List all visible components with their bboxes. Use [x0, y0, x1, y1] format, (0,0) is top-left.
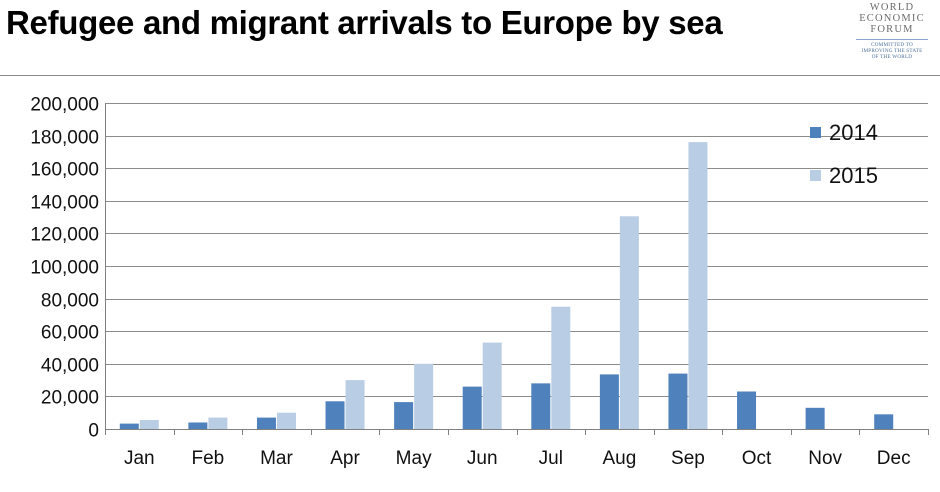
- legend-swatch-2015: [810, 170, 821, 181]
- bar-2015-jun: [482, 342, 502, 429]
- logo-line-2: ECONOMIC: [859, 13, 925, 24]
- bar-2014-sep: [668, 373, 688, 429]
- header-divider: [0, 75, 940, 76]
- bar-2015-feb: [208, 417, 228, 429]
- bar-2014-jan: [119, 423, 139, 429]
- x-tick-label: Dec: [877, 448, 911, 469]
- legend-label-2014: 2014: [829, 120, 878, 145]
- x-tick-label: Sep: [671, 448, 705, 469]
- bar-2015-may: [414, 363, 434, 429]
- bar-2014-aug: [599, 374, 619, 429]
- logo-line-3: FORUM: [870, 24, 914, 35]
- bar-2014-jul: [531, 383, 551, 429]
- logo-tagline-3: OF THE WORLD: [871, 54, 913, 60]
- y-tick-label: 60,000: [41, 323, 99, 344]
- bar-2015-apr: [345, 380, 365, 429]
- y-tick-label: 120,000: [30, 225, 99, 246]
- bar-2014-apr: [325, 401, 345, 429]
- y-tick-label: 20,000: [41, 388, 99, 409]
- page-title: Refugee and migrant arrivals to Europe b…: [6, 4, 723, 41]
- bar-2014-oct: [737, 391, 757, 429]
- y-tick-label: 0: [88, 421, 99, 442]
- bar-2015-aug: [619, 216, 639, 429]
- logo-divider: [856, 39, 928, 40]
- legend-swatch-2014: [810, 127, 821, 138]
- bar-2014-mar: [256, 417, 276, 429]
- logo-tagline-1: COMMITTED TO: [871, 42, 913, 48]
- y-tick-label: 160,000: [30, 160, 99, 181]
- x-tick-label: Apr: [330, 448, 360, 469]
- x-tick-label: Jul: [539, 448, 563, 469]
- bar-2015-jul: [551, 306, 571, 429]
- logo-tagline-2: IMPROVING THE STATE: [861, 48, 923, 54]
- logo-line-1: WORLD: [869, 2, 915, 13]
- y-tick-label: 80,000: [41, 291, 99, 312]
- y-tick-label: 40,000: [41, 356, 99, 377]
- x-tick-label: Nov: [808, 448, 842, 469]
- wef-logo: WORLD ECONOMIC FORUM COMMITTED TO IMPROV…: [848, 2, 936, 72]
- y-tick-label: 140,000: [30, 193, 99, 214]
- y-tick-label: 180,000: [30, 128, 99, 149]
- bar-2015-mar: [276, 412, 296, 429]
- x-tick-label: Aug: [602, 448, 636, 469]
- y-tick-label: 100,000: [30, 258, 99, 279]
- y-tick-label: 200,000: [30, 95, 99, 116]
- bar-2014-may: [394, 402, 414, 429]
- bar-2014-feb: [188, 422, 208, 429]
- x-tick-label: Jun: [467, 448, 498, 469]
- bar-2015-jan: [139, 420, 159, 429]
- x-tick-label: Feb: [192, 448, 225, 469]
- x-tick-label: Mar: [260, 448, 293, 469]
- bar-2014-dec: [874, 414, 894, 429]
- x-tick-label: Jan: [124, 448, 155, 469]
- legend-label-2015: 2015: [829, 163, 878, 188]
- bar-2014-nov: [805, 407, 825, 429]
- bar-2014-jun: [462, 386, 482, 429]
- x-tick-label: Oct: [742, 448, 772, 469]
- bar-2015-sep: [688, 142, 708, 429]
- x-tick-label: May: [396, 448, 432, 469]
